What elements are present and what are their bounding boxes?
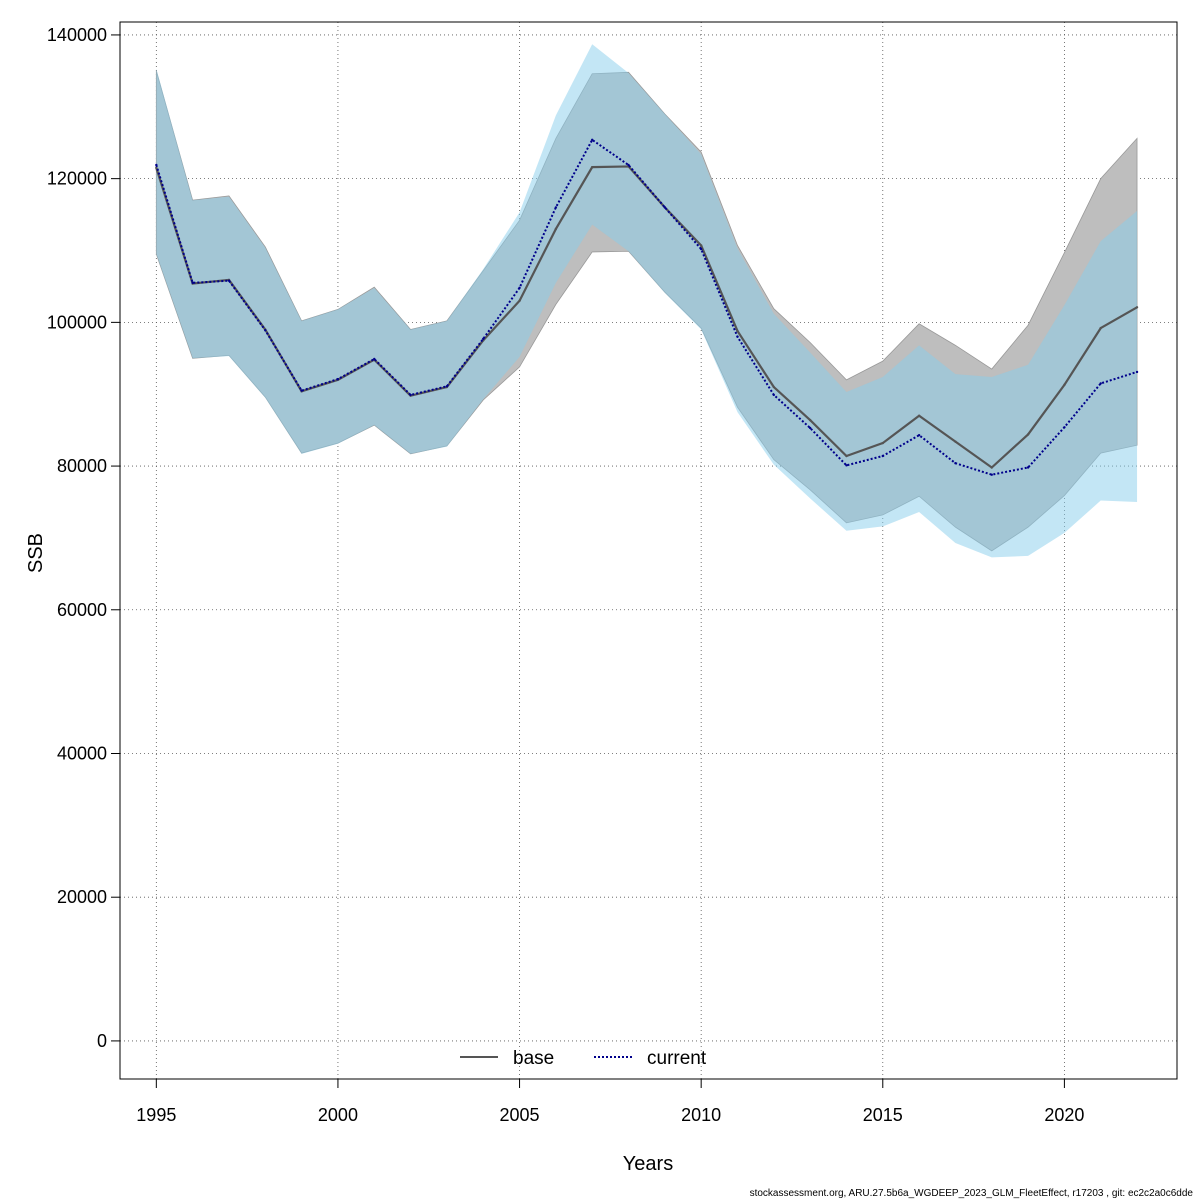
series-lines: [155, 138, 1139, 476]
point-base: [954, 440, 957, 443]
point-base: [772, 385, 776, 389]
point-current: [336, 377, 340, 381]
point-base: [1135, 306, 1139, 309]
legend: base current: [460, 1048, 707, 1069]
point-current: [1135, 370, 1139, 374]
point-current: [845, 464, 848, 467]
x-tick-label: 2015: [863, 1105, 903, 1125]
point-current: [990, 473, 993, 476]
x-tick-label: 2000: [318, 1105, 358, 1125]
point-current: [445, 385, 449, 388]
point-current: [881, 454, 884, 458]
point-base: [845, 454, 848, 458]
point-base: [590, 165, 594, 169]
point-base: [554, 227, 558, 231]
point-current: [482, 337, 485, 341]
point-base: [917, 414, 921, 417]
point-current: [917, 433, 921, 437]
x-tick-label: 2020: [1044, 1105, 1084, 1125]
point-base: [1063, 383, 1066, 387]
point-current: [954, 461, 957, 465]
y-tick-label: 60000: [57, 600, 107, 620]
y-tick-label: 40000: [57, 743, 107, 763]
x-axis-title: Years: [623, 1153, 673, 1175]
point-base: [736, 329, 739, 333]
point-current: [627, 163, 630, 167]
point-current: [1099, 382, 1102, 385]
point-base: [1099, 326, 1102, 330]
point-base: [155, 166, 158, 170]
point-current: [191, 281, 194, 285]
point-base: [518, 299, 521, 303]
confidence-bands: [155, 44, 1138, 558]
y-tick-label: 20000: [57, 887, 107, 907]
point-current: [518, 286, 521, 290]
y-axis-title: SSB: [25, 533, 47, 573]
y-tick-label: 120000: [47, 169, 107, 189]
point-current: [409, 393, 412, 397]
x-axis: 1995 2000 2005 2010 2015 2020: [136, 1078, 1084, 1125]
point-current: [590, 138, 594, 142]
point-base: [699, 244, 703, 247]
legend-label-current: current: [647, 1048, 707, 1069]
point-current: [1063, 426, 1066, 429]
point-current: [808, 426, 812, 430]
legend-label-base: base: [513, 1048, 554, 1069]
point-current: [373, 357, 376, 361]
point-current: [772, 393, 776, 397]
point-base: [1026, 433, 1030, 436]
footer-credit: stockassessment.org, ARU.27.5b6a_WGDEEP_…: [750, 1188, 1194, 1199]
point-current: [300, 389, 303, 392]
point-current: [227, 279, 231, 282]
y-axis: 0 20000 40000 60000 80000 100000 120000 140000: [47, 25, 121, 1051]
y-tick-label: 80000: [57, 456, 107, 476]
point-current: [699, 247, 703, 251]
y-tick-label: 140000: [47, 25, 107, 45]
point-current: [736, 335, 739, 338]
point-current: [264, 329, 267, 332]
x-tick-label: 2005: [500, 1105, 540, 1125]
point-current: [663, 206, 667, 209]
point-current: [1026, 466, 1030, 469]
point-base: [881, 441, 884, 445]
x-tick-label: 1995: [136, 1105, 176, 1125]
point-current: [554, 206, 558, 209]
point-base: [808, 418, 812, 422]
line-base: [155, 165, 1138, 469]
band-current: [156, 44, 1138, 558]
point-base: [990, 466, 993, 469]
point-current: [155, 163, 158, 167]
x-tick-label: 2010: [681, 1105, 721, 1125]
y-tick-label: 0: [97, 1031, 107, 1051]
y-tick-label: 100000: [47, 312, 107, 332]
